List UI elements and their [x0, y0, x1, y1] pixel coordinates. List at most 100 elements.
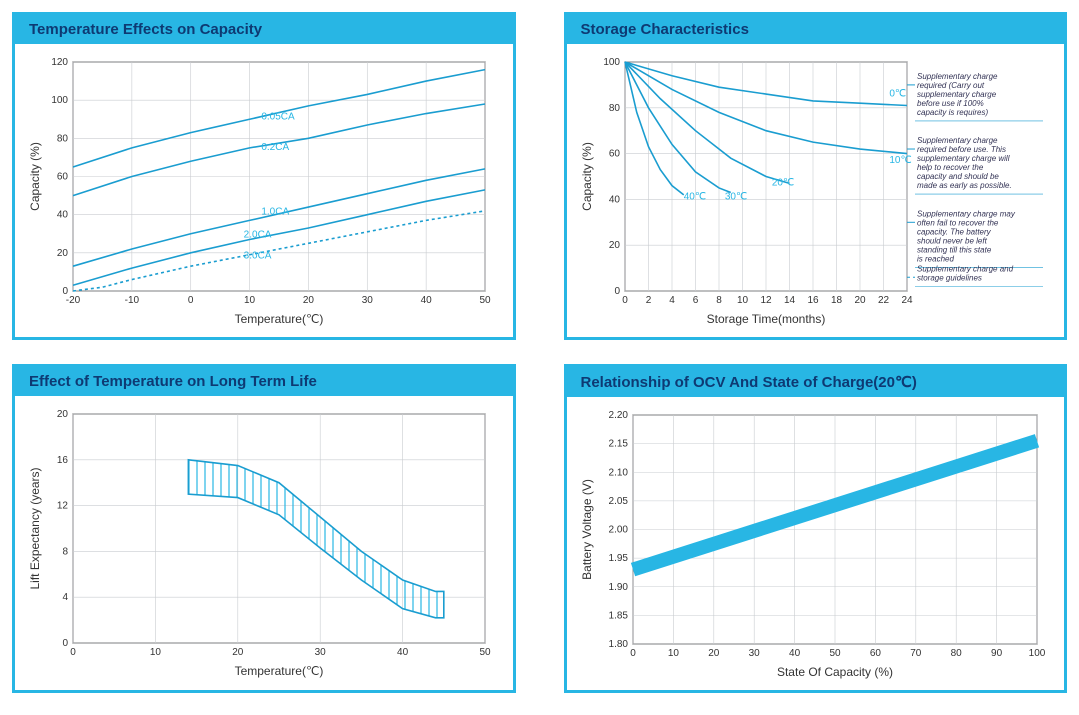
svg-text:10: 10: [736, 295, 748, 306]
svg-text:16: 16: [807, 295, 819, 306]
svg-text:8: 8: [62, 546, 68, 557]
svg-text:30℃: 30℃: [724, 191, 746, 202]
svg-text:State Of Capacity (%): State Of Capacity (%): [776, 665, 892, 679]
svg-text:40: 40: [397, 647, 409, 658]
svg-text:90: 90: [991, 648, 1003, 659]
svg-text:3.0CA: 3.0CA: [244, 251, 272, 262]
svg-text:50: 50: [479, 295, 491, 306]
svg-text:100: 100: [603, 57, 620, 68]
svg-text:12: 12: [760, 295, 772, 306]
svg-text:0: 0: [630, 648, 636, 659]
svg-text:-20: -20: [66, 295, 81, 306]
svg-text:capacity is requires): capacity is requires): [917, 108, 988, 117]
svg-text:2: 2: [645, 295, 651, 306]
svg-text:2.10: 2.10: [608, 467, 628, 478]
svg-text:often fail to recover the: often fail to recover the: [917, 218, 999, 227]
svg-text:8: 8: [716, 295, 722, 306]
svg-text:standing till this state: standing till this state: [917, 245, 992, 254]
svg-text:2.20: 2.20: [608, 410, 628, 421]
svg-text:1.85: 1.85: [608, 610, 628, 621]
svg-text:22: 22: [877, 295, 889, 306]
svg-text:should never be left: should never be left: [917, 236, 988, 245]
svg-text:40℃: 40℃: [683, 191, 705, 202]
svg-text:Supplementary charge and: Supplementary charge and: [917, 264, 1014, 273]
svg-text:Capacity (%): Capacity (%): [28, 142, 42, 211]
svg-text:4: 4: [669, 295, 675, 306]
svg-text:Supplementary charge: Supplementary charge: [917, 72, 998, 81]
svg-text:supplementary charge: supplementary charge: [917, 90, 997, 99]
svg-text:2.0CA: 2.0CA: [244, 230, 272, 241]
svg-text:supplementary charge will: supplementary charge will: [917, 154, 1010, 163]
svg-text:before use if 100%: before use if 100%: [917, 99, 984, 108]
chart-area-3: 01020304050048121620Temperature(℃)Lift E…: [15, 396, 513, 689]
svg-text:100: 100: [51, 95, 68, 106]
svg-text:Storage Time(months): Storage Time(months): [706, 312, 825, 326]
svg-text:capacity and should be: capacity and should be: [917, 172, 999, 181]
svg-text:10: 10: [244, 295, 256, 306]
chart1-svg: -20-1001020304050020406080100120Temperat…: [25, 52, 495, 327]
svg-text:0: 0: [622, 295, 628, 306]
svg-text:50: 50: [829, 648, 841, 659]
svg-text:10℃: 10℃: [889, 155, 911, 166]
svg-text:1.0CA: 1.0CA: [261, 207, 289, 218]
svg-text:0: 0: [62, 638, 68, 649]
svg-text:30: 30: [748, 648, 760, 659]
svg-text:2.15: 2.15: [608, 439, 628, 450]
chart-area-4: 01020304050607080901001.801.851.901.952.…: [567, 397, 1065, 690]
svg-text:0: 0: [614, 286, 620, 297]
svg-text:16: 16: [57, 455, 69, 466]
svg-text:20: 20: [608, 240, 620, 251]
svg-text:40: 40: [789, 648, 801, 659]
panel-title: Temperature Effects on Capacity: [15, 15, 513, 44]
svg-text:20: 20: [232, 647, 244, 658]
svg-text:30: 30: [362, 295, 374, 306]
svg-text:40: 40: [57, 210, 69, 221]
svg-text:Supplementary charge may: Supplementary charge may: [917, 209, 1016, 218]
chart4-svg: 01020304050607080901001.801.851.901.952.…: [577, 405, 1047, 680]
svg-text:20℃: 20℃: [771, 178, 793, 189]
svg-text:help to recover the: help to recover the: [917, 163, 984, 172]
svg-text:0: 0: [188, 295, 194, 306]
svg-text:6: 6: [692, 295, 698, 306]
panel-life: Effect of Temperature on Long Term Life …: [12, 364, 516, 693]
svg-text:20: 20: [854, 295, 866, 306]
chart-area-2: 024681012141618202224020406080100Storage…: [567, 44, 1065, 337]
svg-text:Temperature(℃): Temperature(℃): [235, 664, 324, 678]
chart-area-1: -20-1001020304050020406080100120Temperat…: [15, 44, 513, 337]
svg-text:0.2CA: 0.2CA: [261, 142, 289, 153]
svg-text:80: 80: [57, 133, 69, 144]
svg-text:4: 4: [62, 592, 68, 603]
svg-text:Battery Voltage (V): Battery Voltage (V): [580, 479, 594, 580]
chart2-svg: 024681012141618202224020406080100Storage…: [577, 52, 1047, 327]
svg-text:80: 80: [608, 103, 620, 114]
svg-text:120: 120: [51, 57, 68, 68]
svg-text:60: 60: [608, 149, 620, 160]
svg-text:0.05CA: 0.05CA: [261, 111, 295, 122]
svg-text:1.95: 1.95: [608, 553, 628, 564]
panel-storage: Storage Characteristics 0246810121416182…: [564, 12, 1068, 340]
svg-text:Supplementary charge: Supplementary charge: [917, 136, 998, 145]
svg-text:1.90: 1.90: [608, 582, 628, 593]
panel-temp-capacity: Temperature Effects on Capacity -20-1001…: [12, 12, 516, 340]
svg-text:100: 100: [1028, 648, 1045, 659]
svg-text:70: 70: [910, 648, 922, 659]
svg-text:made as early as possible.: made as early as possible.: [917, 181, 1012, 190]
svg-text:Lift Expectancy (years): Lift Expectancy (years): [28, 467, 42, 589]
svg-text:24: 24: [901, 295, 913, 306]
svg-text:40: 40: [421, 295, 433, 306]
panel-title: Storage Characteristics: [567, 15, 1065, 44]
svg-text:20: 20: [708, 648, 720, 659]
svg-text:18: 18: [830, 295, 842, 306]
panel-title: Relationship of OCV And State of Charge(…: [567, 367, 1065, 397]
svg-text:capacity. The battery: capacity. The battery: [917, 227, 992, 236]
panel-title: Effect of Temperature on Long Term Life: [15, 367, 513, 396]
svg-text:40: 40: [608, 194, 620, 205]
svg-text:0: 0: [70, 647, 76, 658]
svg-text:1.80: 1.80: [608, 639, 628, 650]
svg-text:12: 12: [57, 501, 69, 512]
svg-text:10: 10: [150, 647, 162, 658]
svg-text:20: 20: [57, 248, 69, 259]
svg-text:30: 30: [315, 647, 327, 658]
panel-ocv: Relationship of OCV And State of Charge(…: [564, 364, 1068, 693]
svg-text:10: 10: [667, 648, 679, 659]
